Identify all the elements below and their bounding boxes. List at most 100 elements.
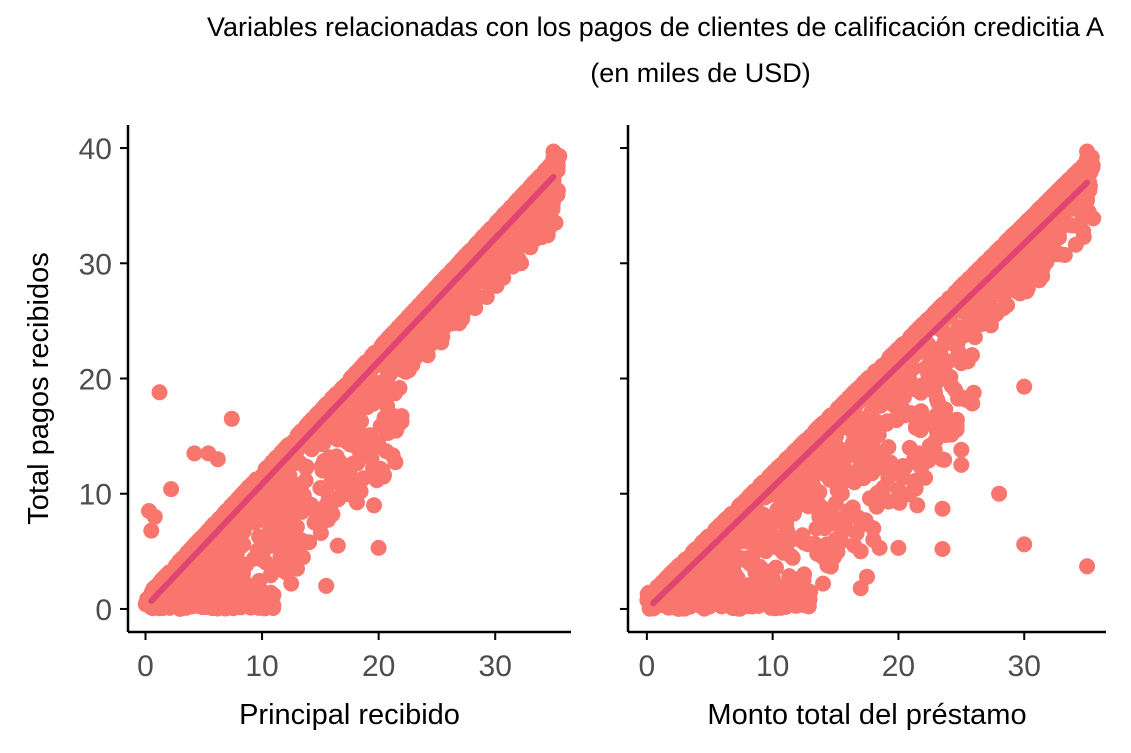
data-point — [883, 464, 900, 481]
data-point — [1053, 246, 1070, 263]
data-point — [464, 288, 481, 305]
data-point — [840, 503, 857, 519]
data-point — [796, 566, 813, 583]
data-point — [328, 449, 345, 465]
data-point — [467, 300, 484, 316]
y-axis-title: Total pagos recibidos — [23, 252, 55, 524]
data-point — [917, 469, 934, 486]
data-point — [934, 541, 951, 557]
data-point — [213, 580, 230, 597]
data-point — [230, 572, 247, 589]
data-point — [741, 555, 758, 572]
data-point — [890, 539, 907, 556]
data-point — [701, 566, 718, 582]
data-point — [852, 543, 869, 560]
data-point — [186, 445, 203, 462]
data-point — [342, 458, 359, 475]
x-tick-label: 20 — [362, 650, 395, 683]
data-point — [903, 405, 919, 422]
data-point — [143, 522, 160, 539]
data-point — [865, 520, 882, 537]
data-point — [755, 506, 772, 523]
data-point — [225, 597, 242, 613]
y-tick-label: 0 — [95, 594, 112, 627]
data-point — [1031, 272, 1048, 289]
data-point — [184, 590, 201, 607]
data-point — [1016, 378, 1033, 395]
data-point — [282, 473, 299, 490]
data-point — [833, 462, 850, 478]
data-point — [948, 417, 965, 434]
fit-line — [650, 179, 1091, 607]
data-point — [291, 484, 308, 501]
data-point — [223, 410, 240, 427]
data-point — [797, 472, 813, 489]
data-point — [880, 439, 897, 456]
data-point — [153, 598, 170, 615]
data-point — [882, 388, 899, 405]
x-axis-title: Principal recibido — [239, 699, 460, 731]
data-point — [880, 493, 897, 510]
data-point — [303, 496, 320, 513]
data-point — [146, 508, 163, 525]
data-point — [909, 497, 926, 514]
data-point — [294, 549, 311, 566]
y-tick-label: 40 — [79, 133, 112, 166]
data-point — [359, 399, 376, 416]
data-point — [934, 500, 951, 517]
x-tick-label: 0 — [639, 650, 656, 683]
x-tick-label: 30 — [1008, 650, 1041, 683]
data-point — [271, 537, 288, 554]
data-point — [342, 436, 359, 453]
x-tick-label: 20 — [882, 650, 915, 683]
data-point — [846, 428, 863, 445]
data-point — [1075, 228, 1092, 245]
data-point — [794, 591, 811, 608]
data-point — [838, 444, 855, 461]
data-point — [846, 474, 863, 491]
data-point — [953, 347, 970, 364]
data-point — [909, 454, 926, 471]
data-point — [936, 451, 953, 468]
data-point — [254, 583, 271, 600]
data-point — [1018, 283, 1035, 300]
data-point — [965, 384, 982, 401]
data-point — [795, 534, 812, 551]
data-point — [1018, 257, 1035, 274]
data-point — [209, 451, 226, 468]
data-point — [391, 380, 408, 396]
data-point — [365, 459, 382, 476]
panel-2: 0 10 20 30 Monto total del préstamo — [620, 125, 1106, 731]
data-point — [866, 492, 883, 509]
data-point — [232, 584, 249, 601]
chart-subtitle: (en miles de USD) — [590, 58, 811, 88]
data-point — [387, 454, 404, 471]
data-point — [366, 497, 382, 514]
data-point — [318, 577, 335, 594]
data-point — [852, 580, 869, 597]
data-point — [297, 472, 314, 489]
data-point — [991, 485, 1008, 502]
data-point — [316, 452, 333, 469]
data-point — [821, 514, 838, 531]
data-point — [283, 526, 300, 543]
data-point — [689, 584, 706, 601]
data-point — [767, 559, 784, 576]
data-point — [1079, 558, 1096, 575]
data-point — [390, 416, 407, 433]
data-point — [965, 311, 982, 328]
data-point — [249, 542, 266, 559]
data-point — [932, 343, 949, 360]
data-point — [370, 433, 387, 450]
x-axis-title: Monto total del préstamo — [707, 699, 1026, 731]
data-point — [329, 537, 346, 554]
data-point — [536, 221, 553, 237]
data-points — [137, 143, 568, 617]
data-point — [312, 480, 329, 496]
data-point — [335, 477, 352, 494]
data-point — [815, 575, 831, 592]
data-point — [825, 445, 842, 462]
panel-1: 0 10 20 30 0 10 20 30 40 Principal recibido Total … — [23, 125, 571, 731]
data-point — [1044, 235, 1061, 252]
